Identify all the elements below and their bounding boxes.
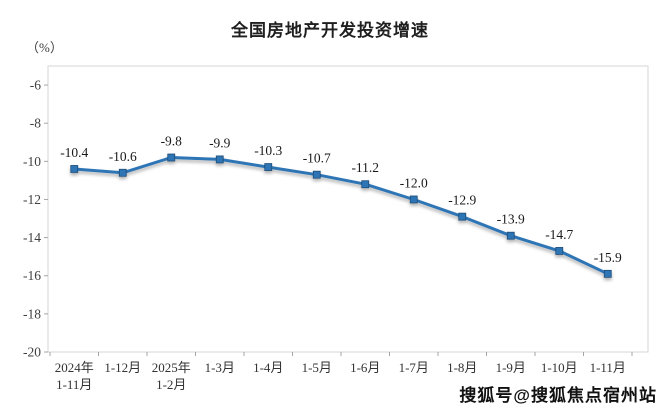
y-axis-unit-label: （%） [26,40,63,55]
data-point-marker [555,247,564,255]
data-label: -10.3 [254,143,282,158]
plot-border [47,65,649,353]
data-label: -11.2 [351,160,379,175]
y-tick-label: -8 [30,116,41,131]
data-point-marker [506,231,515,240]
data-label: -10.7 [303,151,331,166]
data-label: -12.9 [448,193,476,208]
data-point-marker [118,168,127,177]
x-category-label: 1-12月 [104,360,141,375]
y-tick-label: -10 [23,154,41,169]
x-category-label: 1-4月 [253,360,283,375]
data-point-marker [215,155,224,164]
x-category-label: 1-6月 [350,360,380,375]
data-point-marker [70,165,79,173]
x-category-label: 1-3月 [205,360,235,375]
series-line [72,156,610,276]
watermark: 搜狐号@搜狐焦点宿州站 [459,386,657,405]
y-tick-label: -6 [30,78,41,93]
y-tick-label: -16 [23,268,41,283]
x-category-label: 1-10月 [541,360,578,375]
x-category-label: 2024年 1-11月 [55,360,94,392]
data-point-marker [264,163,273,171]
data-label: -9.8 [161,134,183,149]
data-point-marker [312,170,321,179]
data-label: -12.0 [400,175,428,190]
x-category-label: 1-8月 [447,360,477,375]
data-point-marker [458,212,467,221]
data-point-marker [409,195,418,204]
data-label: -10.6 [109,149,137,164]
data-label: -15.9 [594,250,622,265]
x-category-label: 1-9月 [496,360,526,375]
x-category-label: 2025年 1-2月 [152,360,191,392]
y-tick-label: -18 [23,306,41,321]
data-point-marker [361,180,370,189]
chart-title: 全国房地产开发投资增速 [231,21,429,40]
data-point-marker [167,153,176,162]
data-label: -10.4 [60,145,88,160]
y-tick-label: -12 [23,192,41,207]
x-category-label: 1-7月 [399,360,429,375]
y-tick-label: -14 [23,230,41,245]
data-point-marker [603,269,612,278]
data-label: -13.9 [497,212,525,227]
x-category-label: 1-11月 [590,360,626,375]
x-category-label: 1-5月 [302,360,332,375]
data-label: -9.9 [209,135,231,150]
y-tick-label: -20 [23,345,41,360]
data-label: -14.7 [545,227,573,242]
